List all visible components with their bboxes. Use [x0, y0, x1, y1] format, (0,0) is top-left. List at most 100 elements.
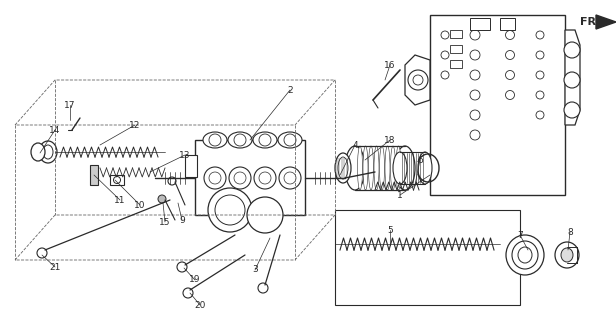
Ellipse shape: [335, 153, 351, 183]
Text: 17: 17: [64, 100, 76, 109]
Circle shape: [536, 51, 544, 59]
Ellipse shape: [368, 146, 373, 190]
Text: 1: 1: [397, 190, 403, 199]
Circle shape: [506, 51, 514, 60]
Ellipse shape: [396, 146, 401, 190]
Text: 7: 7: [517, 230, 523, 239]
Circle shape: [284, 134, 296, 146]
Circle shape: [506, 91, 514, 100]
Bar: [450, 30, 462, 38]
Ellipse shape: [345, 146, 365, 190]
Text: 20: 20: [194, 300, 206, 309]
Ellipse shape: [228, 132, 252, 148]
Circle shape: [168, 177, 176, 185]
Circle shape: [564, 42, 580, 58]
Ellipse shape: [391, 146, 395, 190]
Ellipse shape: [374, 146, 379, 190]
Circle shape: [208, 188, 252, 232]
Circle shape: [229, 167, 251, 189]
Text: FR.: FR.: [580, 17, 601, 27]
Ellipse shape: [506, 235, 544, 275]
Text: 18: 18: [384, 135, 395, 145]
Text: 2: 2: [287, 85, 293, 94]
Circle shape: [441, 51, 449, 59]
Circle shape: [470, 110, 480, 120]
Circle shape: [536, 71, 544, 79]
Circle shape: [215, 195, 245, 225]
Circle shape: [564, 72, 580, 88]
Circle shape: [470, 130, 480, 140]
Text: 12: 12: [129, 121, 140, 130]
Text: 3: 3: [252, 266, 258, 275]
Text: 19: 19: [189, 276, 201, 284]
Bar: [470, 18, 490, 30]
Circle shape: [470, 90, 480, 100]
Circle shape: [279, 167, 301, 189]
Bar: [110, 175, 124, 185]
Circle shape: [259, 172, 271, 184]
Circle shape: [284, 172, 296, 184]
Ellipse shape: [518, 247, 532, 263]
Text: 16: 16: [384, 60, 395, 69]
Circle shape: [234, 172, 246, 184]
Text: 8: 8: [567, 228, 573, 236]
Text: 9: 9: [179, 215, 185, 225]
Bar: [430, 15, 565, 195]
Text: 5: 5: [387, 226, 393, 235]
Text: 13: 13: [179, 150, 191, 159]
Circle shape: [441, 71, 449, 79]
Circle shape: [113, 177, 121, 183]
Ellipse shape: [31, 143, 45, 161]
Bar: [185, 155, 197, 177]
Bar: [450, 60, 462, 68]
Ellipse shape: [418, 152, 432, 184]
Circle shape: [470, 30, 480, 40]
Text: 14: 14: [49, 125, 61, 134]
Circle shape: [158, 195, 166, 203]
Circle shape: [506, 70, 514, 79]
Circle shape: [209, 134, 221, 146]
Circle shape: [441, 31, 449, 39]
Bar: [90, 165, 98, 185]
Ellipse shape: [338, 157, 348, 179]
Ellipse shape: [363, 146, 368, 190]
Circle shape: [536, 91, 544, 99]
Circle shape: [564, 102, 580, 118]
Circle shape: [247, 197, 283, 233]
Circle shape: [470, 70, 480, 80]
Bar: [335, 210, 520, 305]
Ellipse shape: [379, 146, 384, 190]
Ellipse shape: [39, 141, 57, 163]
Circle shape: [254, 167, 276, 189]
Ellipse shape: [393, 152, 407, 184]
Polygon shape: [565, 30, 580, 125]
Ellipse shape: [278, 132, 302, 148]
Text: 6: 6: [417, 156, 423, 164]
Text: 11: 11: [114, 196, 126, 204]
Ellipse shape: [253, 132, 277, 148]
Text: 10: 10: [134, 201, 146, 210]
Circle shape: [536, 111, 544, 119]
Ellipse shape: [385, 146, 390, 190]
Circle shape: [204, 167, 226, 189]
Circle shape: [536, 31, 544, 39]
Circle shape: [183, 288, 193, 298]
Circle shape: [258, 283, 268, 293]
Circle shape: [37, 248, 47, 258]
Polygon shape: [405, 55, 430, 105]
Bar: [450, 45, 462, 53]
Text: 4: 4: [352, 140, 358, 149]
Text: 21: 21: [49, 262, 61, 271]
Circle shape: [408, 70, 428, 90]
Circle shape: [209, 172, 221, 184]
Polygon shape: [596, 15, 616, 29]
Bar: [500, 18, 515, 30]
Ellipse shape: [203, 132, 227, 148]
Ellipse shape: [43, 145, 53, 159]
Circle shape: [413, 75, 423, 85]
Ellipse shape: [357, 146, 362, 190]
Ellipse shape: [395, 146, 415, 190]
Circle shape: [177, 262, 187, 272]
Circle shape: [506, 30, 514, 39]
Ellipse shape: [512, 241, 538, 269]
